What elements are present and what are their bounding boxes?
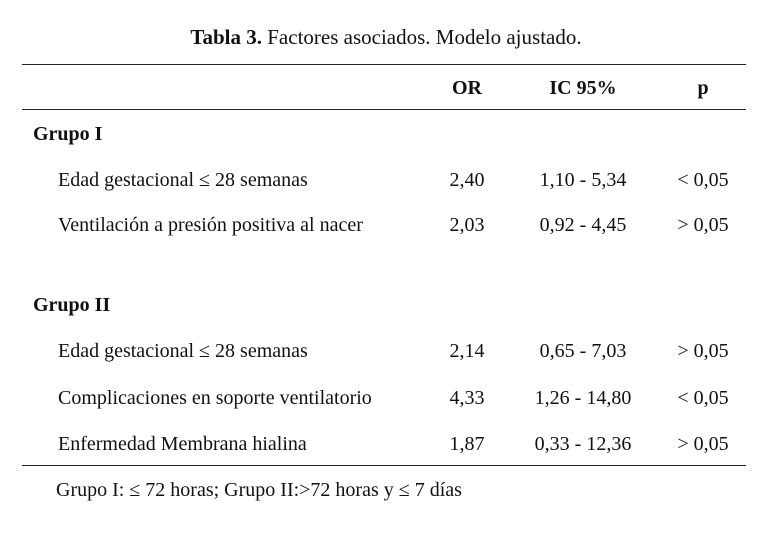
table-cell-ic: 0,33 - 12,36 [534, 433, 632, 455]
header-p: p [697, 77, 709, 99]
table-bottom-rule [22, 465, 746, 466]
table-cell-p: > 0,05 [677, 214, 729, 236]
table-top-rule [22, 64, 746, 65]
table-row-label: Enfermedad Membrana hialina [58, 433, 307, 455]
table-cell-ic: 0,65 - 7,03 [539, 340, 627, 362]
table-row-label: Edad gestacional ≤ 28 semanas [58, 340, 308, 362]
header-ic: IC 95% [549, 77, 617, 99]
table-caption-label: Tabla 3. [190, 25, 262, 49]
header-or: OR [452, 77, 482, 99]
table-cell-p: > 0,05 [677, 340, 729, 362]
table-row-label: Ventilación a presión positiva al nacer [58, 214, 363, 236]
table-row-label: Complicaciones en soporte ventilatorio [58, 387, 372, 409]
table-footnote: Grupo I: ≤ 72 horas; Grupo II:>72 horas … [56, 479, 462, 501]
table-row-label: Edad gestacional ≤ 28 semanas [58, 169, 308, 191]
table-cell-or: 2,03 [449, 214, 485, 236]
table-caption-text: Factores asociados. Modelo ajustado. [267, 25, 582, 49]
table-cell-p: > 0,05 [677, 433, 729, 455]
table-cell-or: 2,40 [449, 169, 485, 191]
group-label: Grupo I [33, 123, 103, 145]
group-label: Grupo II [33, 294, 111, 316]
table-cell-ic: 0,92 - 4,45 [539, 214, 627, 236]
table-caption: Tabla 3. Factores asociados. Modelo ajus… [0, 24, 772, 50]
table-cell-or: 4,33 [449, 387, 485, 409]
table-cell-ic: 1,10 - 5,34 [539, 169, 627, 191]
table-cell-p: < 0,05 [677, 169, 729, 191]
table-cell-or: 1,87 [449, 433, 485, 455]
table-cell-or: 2,14 [449, 340, 485, 362]
table-header-rule [22, 109, 746, 110]
table-cell-p: < 0,05 [677, 387, 729, 409]
table-cell-ic: 1,26 - 14,80 [534, 387, 632, 409]
